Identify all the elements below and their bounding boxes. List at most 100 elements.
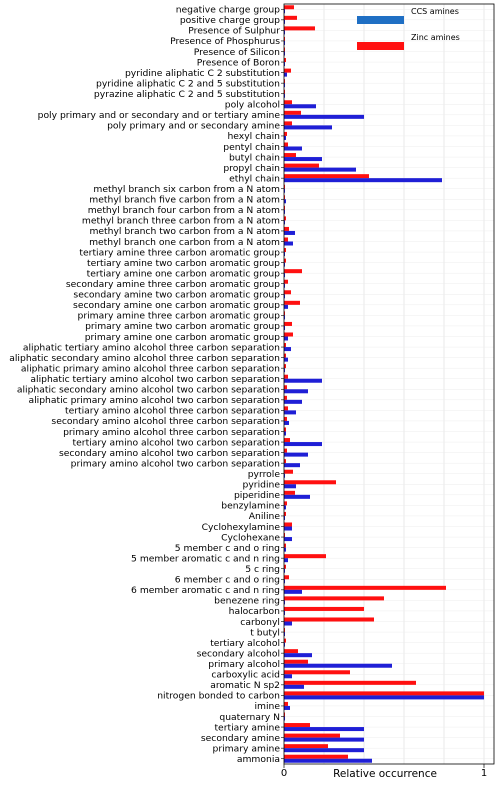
y-tick-label: 5 member aromatic c and n ring bbox=[131, 553, 280, 564]
bar-zinc-amines bbox=[284, 533, 285, 538]
bar-zinc-amines bbox=[284, 237, 288, 242]
bar-ccs-amines bbox=[284, 420, 289, 425]
y-tick-label: hexyl chain bbox=[227, 131, 280, 142]
y-tick-label: aromatic N sp2 bbox=[210, 680, 280, 691]
bar-ccs-amines bbox=[284, 748, 364, 753]
legend: CCS amines Zinc amines bbox=[357, 7, 460, 50]
y-tick-label: imine bbox=[254, 701, 280, 712]
bar-ccs-amines bbox=[284, 484, 296, 489]
bar-zinc-amines bbox=[284, 459, 286, 464]
bar-ccs-amines bbox=[284, 389, 308, 394]
bar-zinc-amines bbox=[284, 15, 297, 20]
legend-swatch bbox=[357, 16, 404, 24]
bar-ccs-amines bbox=[284, 188, 285, 193]
bar-zinc-amines bbox=[284, 395, 287, 400]
bar-ccs-amines bbox=[284, 758, 372, 763]
bar-zinc-amines bbox=[284, 269, 302, 274]
bar-ccs-amines bbox=[284, 515, 285, 520]
bar-zinc-amines bbox=[284, 575, 289, 580]
y-tick-label: Presence of Phosphurus bbox=[170, 36, 280, 47]
bar-zinc-amines bbox=[284, 680, 416, 685]
bar-ccs-amines bbox=[284, 684, 304, 689]
bar-ccs-amines bbox=[284, 325, 285, 330]
bar-ccs-amines bbox=[284, 93, 285, 98]
bar-ccs-amines bbox=[284, 505, 286, 510]
bar-ccs-amines bbox=[284, 399, 302, 404]
y-tick-label: primary amine three carbon aromatic grou… bbox=[77, 311, 280, 322]
y-tick-label: secondary amino alcohol two carbon separ… bbox=[59, 448, 280, 459]
bar-ccs-amines bbox=[284, 252, 285, 257]
y-tick-label: t butyl bbox=[250, 627, 280, 638]
bar-zinc-amines bbox=[284, 174, 369, 179]
bar-zinc-amines bbox=[284, 36, 285, 41]
y-tick-label: methyl branch four carbon from a N atom bbox=[88, 205, 280, 216]
bar-ccs-amines bbox=[284, 547, 286, 552]
bar-zinc-amines bbox=[284, 374, 288, 379]
y-tick-label: poly primary and or secondary and or ter… bbox=[38, 110, 281, 121]
y-tick-label: methyl branch five carbon from a N atom bbox=[89, 195, 280, 206]
bar-zinc-amines bbox=[284, 195, 285, 200]
y-tick-label: tertiary amine two carbon aromatic group bbox=[87, 258, 280, 269]
bar-ccs-amines bbox=[284, 695, 484, 700]
bar-zinc-amines bbox=[284, 617, 374, 622]
y-tick-label: secondary amine bbox=[201, 733, 280, 744]
bar-ccs-amines bbox=[284, 273, 285, 278]
bar-zinc-amines bbox=[284, 754, 348, 759]
bar-zinc-amines bbox=[284, 406, 288, 411]
y-tick-label: methyl branch three carbon from a N atom bbox=[82, 216, 280, 227]
bar-zinc-amines bbox=[284, 712, 285, 717]
y-tick-label: primary alcohol bbox=[208, 659, 280, 670]
bar-zinc-amines bbox=[284, 279, 288, 284]
y-tick-label: pyrazine aliphatic C 2 and 5 substitutio… bbox=[94, 89, 280, 100]
bar-ccs-amines bbox=[284, 653, 312, 658]
bar-ccs-amines bbox=[284, 135, 286, 140]
bar-ccs-amines bbox=[284, 30, 285, 35]
y-tick-label: quaternary N bbox=[219, 712, 280, 723]
bar-ccs-amines bbox=[284, 209, 285, 214]
y-tick-label: carbonyl bbox=[240, 617, 280, 628]
y-tick-label: primary amine bbox=[213, 743, 281, 754]
y-tick-label: nitrogen bonded to carbon bbox=[157, 691, 280, 702]
bar-zinc-amines bbox=[284, 248, 286, 253]
y-tick-label: ammonia bbox=[237, 754, 280, 765]
bar-zinc-amines bbox=[284, 490, 295, 495]
bar-ccs-amines bbox=[284, 357, 288, 362]
y-tick-label: aliphatic secondary amino alcohol three … bbox=[9, 353, 280, 364]
bar-ccs-amines bbox=[284, 114, 364, 119]
y-tick-label: aliphatic primary amino alcohol two carb… bbox=[28, 395, 280, 406]
bar-ccs-amines bbox=[284, 40, 285, 45]
bar-zinc-amines bbox=[284, 121, 292, 126]
y-tick-label: propyl chain bbox=[223, 163, 280, 174]
bar-zinc-amines bbox=[284, 142, 288, 147]
y-tick-label: aliphatic tertiary amino alcohol two car… bbox=[30, 374, 280, 385]
bar-zinc-amines bbox=[284, 79, 285, 84]
y-tick-label: secondary amine two carbon aromatic grou… bbox=[73, 290, 280, 301]
y-tick-label: primary amino alcohol three carbon separ… bbox=[63, 427, 280, 438]
y-tick-label: pyridine aliphatic C 2 substitution bbox=[125, 68, 280, 79]
y-tick-label: carboxylic acid bbox=[211, 670, 280, 681]
bar-zinc-amines bbox=[284, 153, 296, 158]
bar-ccs-amines bbox=[284, 347, 291, 352]
bar-zinc-amines bbox=[284, 469, 293, 474]
y-tick-label: 6 member c and o ring bbox=[175, 575, 280, 586]
bars-layer bbox=[284, 5, 484, 763]
bar-zinc-amines bbox=[284, 606, 364, 611]
y-tick-label: 5 c ring bbox=[245, 564, 280, 575]
y-tick-label: butyl chain bbox=[229, 152, 280, 163]
bar-ccs-amines bbox=[284, 568, 285, 573]
bar-ccs-amines bbox=[284, 241, 293, 246]
y-tick-label: benezene ring bbox=[214, 596, 280, 607]
bar-zinc-amines bbox=[284, 332, 293, 337]
y-tick-label: primary amine two carbon aromatic group bbox=[85, 321, 280, 332]
y-tick-label: tertiary amine bbox=[214, 722, 280, 733]
bar-ccs-amines bbox=[284, 220, 285, 225]
y-tick-label: Cyclohexylamine bbox=[202, 522, 281, 533]
bar-zinc-amines bbox=[284, 110, 301, 115]
bar-zinc-amines bbox=[284, 300, 300, 305]
y-tick-label: negative charge group bbox=[176, 5, 280, 16]
legend-label: Zinc amines bbox=[411, 33, 460, 42]
bar-ccs-amines bbox=[284, 167, 356, 172]
bar-zinc-amines bbox=[284, 511, 286, 516]
bar-ccs-amines bbox=[284, 51, 285, 56]
bar-zinc-amines bbox=[284, 480, 336, 485]
